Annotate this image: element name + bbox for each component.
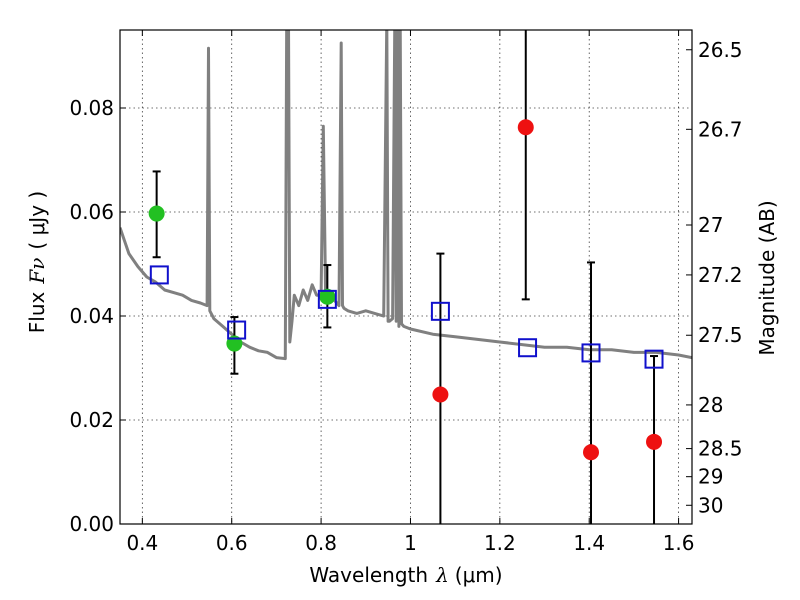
markers	[148, 30, 664, 524]
x-axis-label-symbol: λ	[435, 563, 449, 587]
y-tick-label: 0.00	[69, 512, 114, 536]
x-tick-label: 0.4	[126, 531, 158, 555]
y-tick-label: 0.04	[69, 304, 114, 328]
x-axis-label-prefix: Wavelength	[309, 563, 428, 587]
right-tick-label: 26.5	[698, 38, 743, 62]
model-square-marker	[518, 338, 538, 358]
model-square-marker	[430, 301, 450, 321]
right-axis-label: Magnitude (AB)	[755, 200, 779, 355]
model-square-marker	[227, 320, 247, 340]
y-tick-label: 0.08	[69, 96, 114, 120]
y-axis-label-symbol: Fν	[25, 258, 49, 285]
right-tick-label: 26.7	[698, 117, 743, 141]
right-tick-label: 28	[698, 393, 723, 417]
x-tick-label: 1.6	[663, 531, 695, 555]
x-tick-label: 1.2	[484, 531, 516, 555]
x-tick-label: 0.6	[216, 531, 248, 555]
green-point	[226, 335, 243, 352]
plot-frame	[119, 29, 693, 525]
x-tick-label: 1.4	[573, 531, 605, 555]
red-point	[583, 444, 600, 461]
model-square-marker	[581, 343, 601, 363]
model-square-marker	[149, 265, 169, 285]
x-tick-label: 1	[404, 531, 417, 555]
right-tick-label: 27.2	[698, 263, 743, 287]
ticks: 0.4 0.6 0.8 1 1.2 1.4 1.6 0.00 0.02 0.04 0.06 0.08 2…	[69, 30, 743, 555]
x-axis-label: Wavelength λ (μm)	[309, 563, 502, 587]
y-axis-label: Flux Fν ( μJy )	[25, 191, 49, 333]
x-axis-label-unit: (μm)	[455, 563, 503, 587]
x-tick-label: 0.8	[305, 531, 337, 555]
y-axis-label-unit: ( μJy )	[25, 191, 49, 250]
green-point	[148, 205, 165, 222]
red-point	[517, 119, 534, 136]
y-tick-label: 0.02	[69, 408, 114, 432]
model-square-marker	[317, 289, 337, 309]
model-square-marker	[644, 349, 664, 369]
y-tick-label: 0.06	[69, 200, 114, 224]
right-tick-label: 27	[698, 213, 723, 237]
right-tick-label: 28.5	[698, 437, 743, 461]
red-point	[432, 386, 449, 403]
green-point	[319, 288, 336, 305]
right-tick-label: 27.5	[698, 323, 743, 347]
y-axis-label-prefix: Flux	[25, 291, 49, 333]
right-tick-label: 29	[698, 465, 723, 489]
red-point	[646, 433, 663, 450]
right-tick-label: 30	[698, 493, 723, 517]
